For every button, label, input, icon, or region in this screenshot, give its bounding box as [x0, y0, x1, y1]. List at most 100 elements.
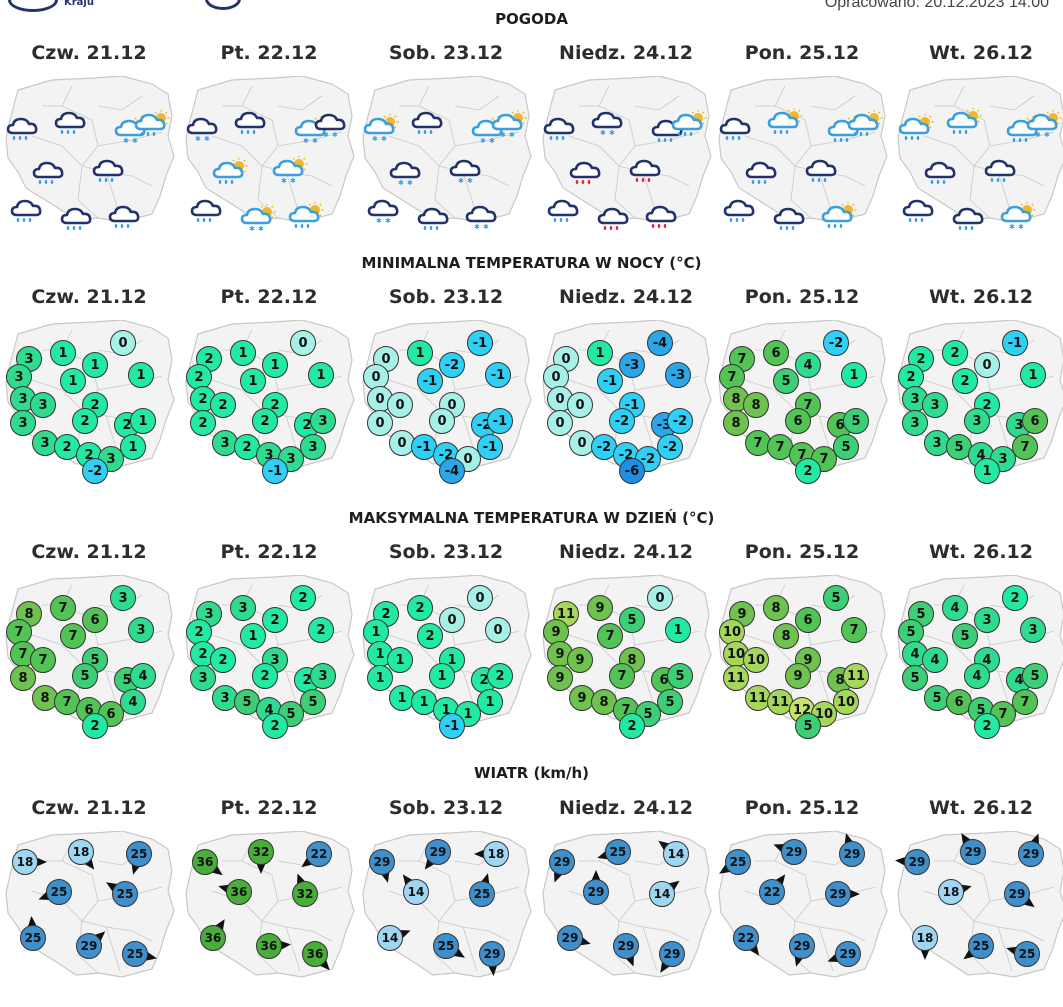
tmax-value: 5 [667, 663, 693, 689]
day-panel-tmin: Pon. 25.12 7 6 -2 7 5 4 1 8 8 7 8 6 6 7 7 7 7 5 5 2 [713, 286, 891, 496]
sun-cloud-rain-icon [946, 108, 984, 136]
svg-text:✱: ✱ [467, 177, 473, 184]
tmax-value: 4 [922, 647, 948, 673]
tmax-value: 2 [290, 585, 316, 611]
day-panel-tmin: Wt. 26.12 2 2 -1 2 2 0 1 3 3 2 3 3 3 3 5 4 3 7 6 1 [892, 286, 1063, 496]
tmin-value: 0 [974, 352, 1000, 378]
day-label: Niedz. 24.12 [559, 42, 693, 64]
tmin-value: 2 [72, 408, 98, 434]
day-label: Sob. 23.12 [388, 541, 504, 563]
sun-cloud-rain-icon [821, 202, 859, 230]
cloud-rain-icon [92, 156, 130, 184]
wind-speed-value: 18 [912, 925, 938, 951]
cloud-rain-icon [543, 114, 581, 142]
tmin-value: -6 [619, 458, 645, 484]
tmax-value: 8 [773, 623, 799, 649]
wind-speed-value: 25 [20, 925, 46, 951]
day-panel-tmin: Niedz. 24.12 0 1 -4 0 -1 -3 -3 0 0 -1 0 -2 -3 0 -2 -2 -2-… [537, 286, 715, 496]
tmax-value: 0 [439, 607, 465, 633]
svg-text:✱: ✱ [1044, 131, 1050, 138]
day-label: Niedz. 24.12 [559, 797, 693, 819]
tmax-value: 1 [240, 623, 266, 649]
cloud-rain-icon [190, 196, 228, 224]
tmax-value: 2 [82, 713, 108, 739]
tmin-value: 3 [10, 410, 36, 436]
day-label: Czw. 21.12 [31, 797, 147, 819]
svg-text:✱: ✱ [281, 177, 287, 184]
tmin-value: -2 [667, 408, 693, 434]
day-panel-weather: Sob. 23.12 ✱ ✱ ✱ ✱ ✱ ✱ ✱ ✱ ✱ ✱ ✱ ✱ ✱ ✱ [357, 42, 535, 252]
wind-speed-value: 29 [1018, 841, 1044, 867]
cloud-rain-icon [719, 114, 757, 142]
day-panel-weather: Pt. 22.12 ✱ ✱ ✱ ✱ ✱ ✱ ✱ ✱ ✱ ✱ [180, 42, 358, 252]
wind-speed-value: 29 [825, 881, 851, 907]
wind-speed-value: 25 [46, 879, 72, 905]
tmax-value: 10 [833, 689, 859, 715]
day-label: Pt. 22.12 [220, 286, 318, 308]
day-panel-weather: Wt. 26.12 ✱ ✱ ✱ ✱ [892, 42, 1063, 252]
logo-right-icon [205, 0, 241, 10]
tmax-value: 11 [723, 665, 749, 691]
tmax-value: 9 [567, 647, 593, 673]
tmax-value: 2 [262, 713, 288, 739]
tmin-value: 2 [795, 458, 821, 484]
tmin-value: -2 [823, 330, 849, 356]
poland-map: 11 9 0 9 7 5 1 9 9 8 9 7 6 9 8 7 5 5 5 2 [539, 575, 715, 739]
wind-speed-value: 25 [112, 881, 138, 907]
wind-speed-value: 36 [226, 879, 252, 905]
tmax-value: 9 [569, 685, 595, 711]
svg-text:✱: ✱ [385, 217, 391, 224]
tmax-value: 5 [898, 619, 924, 645]
tmax-value: 1 [411, 689, 437, 715]
tmax-value: 2 [407, 595, 433, 621]
tmin-value: 3 [922, 392, 948, 418]
svg-text:✱: ✱ [500, 131, 506, 138]
logo-left-text: Kraju [64, 0, 94, 8]
tmax-value: 1 [665, 617, 691, 643]
poland-map: 29 29 29 18 29 18 25 25 [894, 830, 1063, 979]
day-label: Czw. 21.12 [31, 286, 147, 308]
wind-speed-value: 14 [403, 879, 429, 905]
section-title-wind: WIATR (km/h) [473, 764, 590, 782]
poland-map: 36 32 22 36 32 36 36 36 [182, 831, 358, 979]
svg-text:✱: ✱ [483, 223, 489, 230]
svg-text:✱: ✱ [312, 137, 318, 144]
day-label: Czw. 21.12 [31, 42, 147, 64]
tmax-value: 1 [387, 647, 413, 673]
wind-speed-value: 29 [369, 849, 395, 875]
poland-map: 18 18 25 25 25 25 29 25 [2, 831, 178, 979]
tmin-value: 5 [833, 434, 859, 460]
sun-cloud-snow-icon: ✱ ✱ [491, 110, 529, 138]
tmin-value: -2 [591, 434, 617, 460]
wind-speed-value: 29 [839, 841, 865, 867]
wind-speed-value: 36 [192, 849, 218, 875]
tmin-value: 2 [252, 408, 278, 434]
poland-map: 2 1 0 2 1 1 1 2 2 2 2 2 2 3 2 3 3 3 3 -1 [182, 320, 358, 484]
wind-speed-value: 29 [557, 925, 583, 951]
cloud-rain-icon [902, 196, 940, 224]
tmin-value: 8 [723, 410, 749, 436]
tmin-value: 5 [773, 368, 799, 394]
tmin-value: 3 [310, 408, 336, 434]
tmax-value: 5 [795, 713, 821, 739]
tmax-value: 3 [974, 607, 1000, 633]
tmin-value: -1 [597, 368, 623, 394]
svg-text:✱: ✱ [249, 225, 255, 232]
day-label: Pon. 25.12 [744, 797, 860, 819]
wind-speed-value: 14 [377, 925, 403, 951]
day-panel-tmax: Pt. 22.12 3 3 2 2 1 2 2 2 2 3 3 2 2 3 5 4 5 5 3 2 [180, 541, 358, 751]
tmin-value: 0 [290, 330, 316, 356]
tmin-value: 2 [898, 364, 924, 390]
day-label: Niedz. 24.12 [559, 541, 693, 563]
tmin-value: -1 [417, 368, 443, 394]
day-panel-tmax: Wt. 26.12 5 4 2 5 5 3 3 4 4 4 5 4 4 5 6 5 7 7 5 2 [892, 541, 1063, 751]
cloud-rain-red-icon [629, 156, 667, 184]
tmin-value: 3 [924, 430, 950, 456]
day-label: Pt. 22.12 [220, 541, 318, 563]
svg-text:✱: ✱ [489, 137, 495, 144]
tmax-value: 2 [619, 713, 645, 739]
header: Kraju Opracowano: 20.12.2023 14:00 [0, 0, 1063, 12]
svg-text:✱: ✱ [474, 223, 480, 230]
